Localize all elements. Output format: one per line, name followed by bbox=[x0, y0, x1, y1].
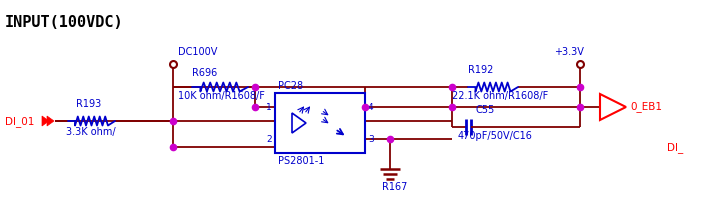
Text: R192: R192 bbox=[468, 65, 493, 75]
Text: PS2801-1: PS2801-1 bbox=[278, 155, 324, 165]
Text: 1: 1 bbox=[266, 103, 272, 112]
Text: INPUT(100VDC): INPUT(100VDC) bbox=[5, 15, 124, 30]
Text: 3: 3 bbox=[368, 135, 373, 144]
Text: 22.1K ohm/R1608/F: 22.1K ohm/R1608/F bbox=[452, 91, 548, 101]
Text: C55: C55 bbox=[476, 104, 496, 115]
Text: 0_EB1: 0_EB1 bbox=[630, 101, 662, 112]
Polygon shape bbox=[600, 95, 626, 121]
Text: 3.3K ohm/: 3.3K ohm/ bbox=[66, 126, 116, 136]
Text: +3.3V: +3.3V bbox=[554, 47, 584, 57]
Text: PC28: PC28 bbox=[278, 81, 303, 91]
Text: DI_01: DI_01 bbox=[5, 116, 34, 127]
Text: R193: R193 bbox=[76, 98, 102, 109]
Text: 470pF/50V/C16: 470pF/50V/C16 bbox=[458, 130, 533, 140]
Text: 10K ohm/R1608/F: 10K ohm/R1608/F bbox=[178, 91, 265, 101]
Text: 4: 4 bbox=[368, 103, 373, 112]
Text: DI_: DI_ bbox=[667, 142, 683, 153]
Text: 2: 2 bbox=[266, 135, 272, 144]
Polygon shape bbox=[42, 116, 49, 126]
Polygon shape bbox=[47, 116, 54, 126]
Text: R696: R696 bbox=[192, 68, 217, 78]
Text: DC100V: DC100V bbox=[178, 47, 217, 57]
Text: R167: R167 bbox=[382, 181, 408, 191]
Bar bbox=[275, 94, 365, 153]
